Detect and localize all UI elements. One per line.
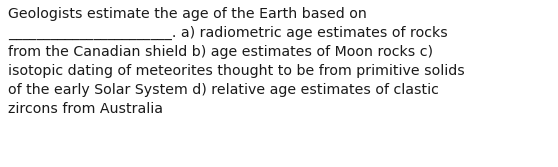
Text: Geologists estimate the age of the Earth based on
_______________________. a) ra: Geologists estimate the age of the Earth… [8,7,465,116]
